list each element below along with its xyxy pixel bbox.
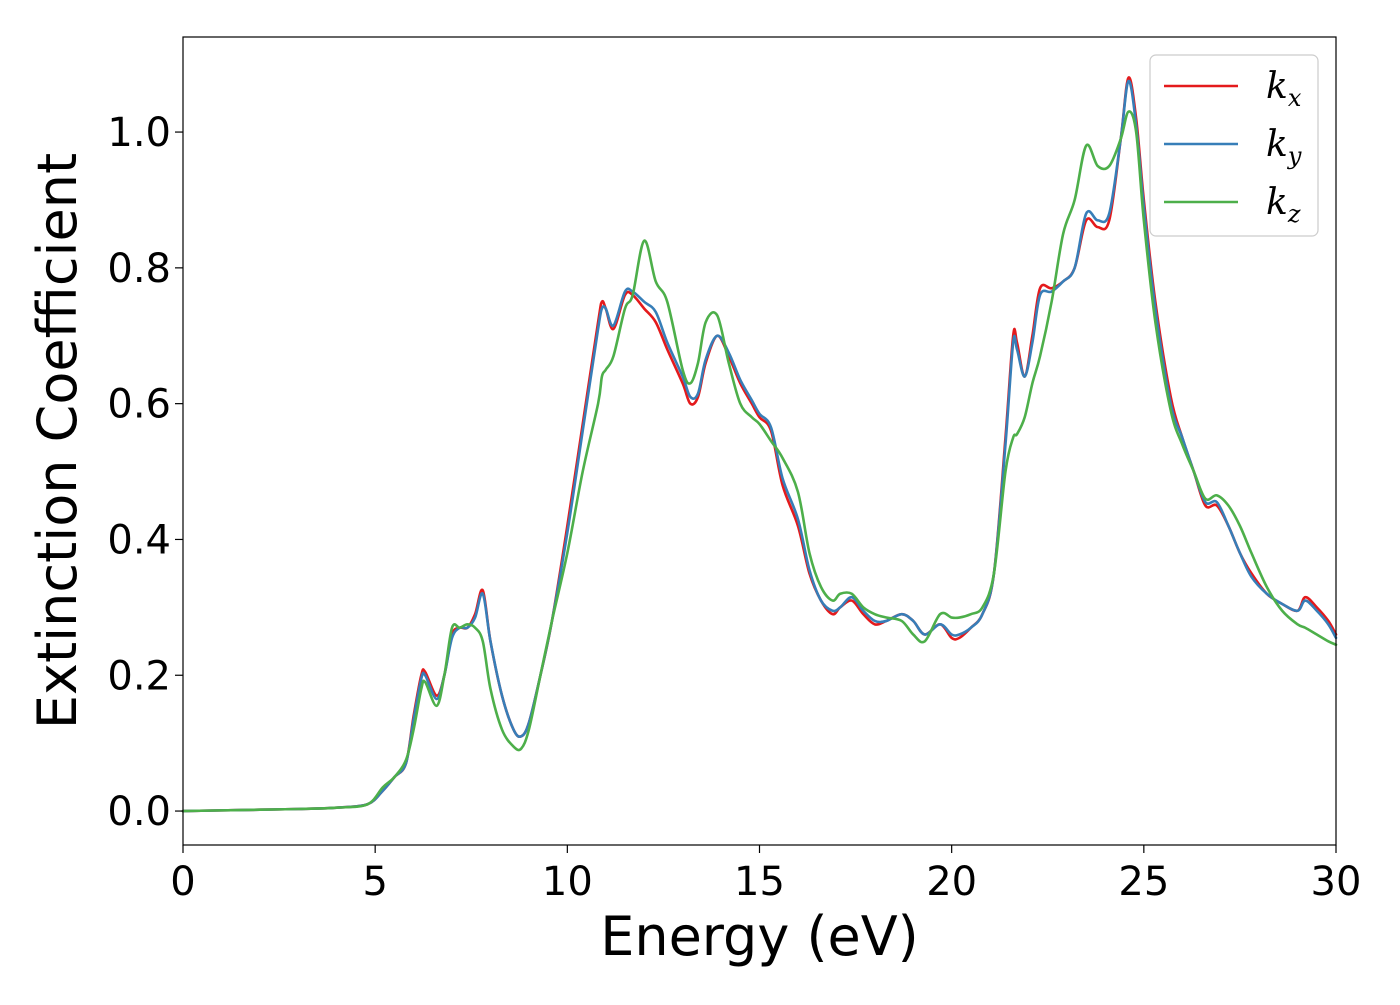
plot-frame	[182, 36, 1337, 846]
x-tick-label: 20	[926, 859, 977, 905]
y-axis-label: Extinction Coefficient	[26, 153, 89, 729]
legend: kx ky kz	[1149, 54, 1319, 237]
x-axis-label: Energy (eV)	[600, 905, 919, 968]
y-tick-label: 0.0	[107, 789, 171, 835]
x-tick-label: 5	[362, 859, 387, 905]
legend-label-y: ky	[1266, 124, 1302, 170]
x-tick-label: 0	[170, 859, 195, 905]
y-tick-label: 0.4	[107, 517, 171, 563]
legend-frame	[1149, 54, 1319, 237]
x-tick-label: 30	[1311, 859, 1362, 905]
legend-label-x: kx	[1266, 66, 1302, 112]
x-tick-label: 15	[734, 859, 785, 905]
series-layer	[181, 76, 1338, 813]
x-tick-label: 10	[542, 859, 593, 905]
ticks-layer: 0 5 10 15 20 25 30 0.0 0.2 0.4 0.6 0.8 1.0	[107, 110, 1361, 905]
y-tick-label: 1.0	[107, 110, 171, 156]
x-tick-label: 25	[1118, 859, 1169, 905]
plot-area	[183, 37, 1336, 845]
y-tick-label: 0.8	[107, 246, 171, 292]
legend-label-z: kz	[1266, 182, 1301, 228]
series-line-z	[181, 110, 1338, 813]
y-tick-label: 0.2	[107, 653, 171, 699]
y-tick-label: 0.6	[107, 382, 171, 428]
